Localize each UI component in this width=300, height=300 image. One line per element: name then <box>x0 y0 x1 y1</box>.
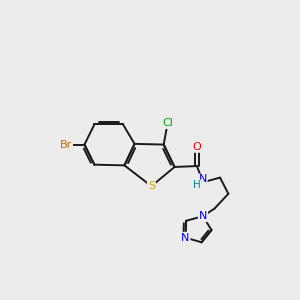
Text: O: O <box>193 142 201 152</box>
Text: N: N <box>199 211 207 221</box>
Text: N: N <box>181 233 190 243</box>
Text: Br: Br <box>60 140 72 150</box>
Text: H: H <box>193 180 201 190</box>
Text: S: S <box>148 181 155 191</box>
Text: Cl: Cl <box>162 118 173 128</box>
Text: N: N <box>199 174 207 184</box>
